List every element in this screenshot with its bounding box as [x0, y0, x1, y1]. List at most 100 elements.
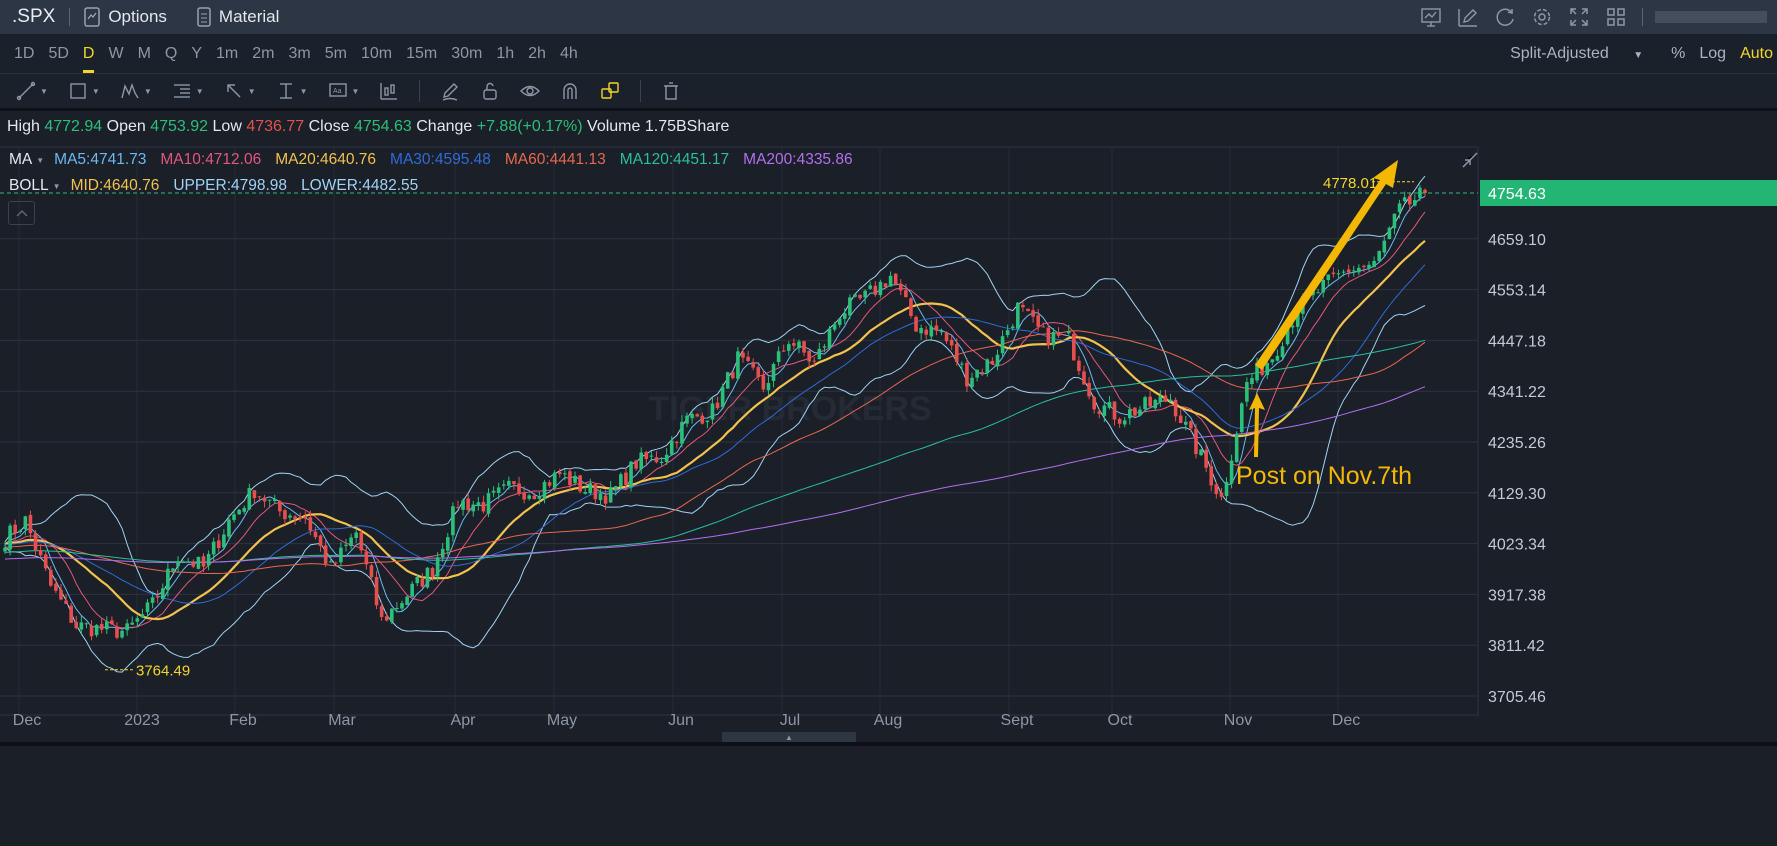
grid-layout-icon[interactable] [1597, 7, 1634, 27]
candle [1219, 487, 1224, 501]
candle [995, 349, 1000, 371]
timeframe-M[interactable]: M [137, 44, 151, 62]
indicator-value: LOWER:4482.55 [301, 177, 419, 194]
percent-toggle[interactable]: % [1671, 45, 1686, 62]
candle [1158, 390, 1163, 407]
chart-scrollbar[interactable]: ▲ [722, 732, 856, 743]
candle [28, 510, 33, 539]
timeframe-Y[interactable]: Y [191, 44, 203, 62]
caret-down-icon: ▼ [40, 86, 48, 96]
magnet-tool[interactable] [560, 81, 580, 101]
candle [435, 552, 440, 582]
trash-tool[interactable] [661, 81, 681, 101]
quote-value-low: 4736.77 [246, 118, 309, 135]
timeframe-2m[interactable]: 2m [252, 44, 275, 62]
edit-icon[interactable] [1449, 7, 1486, 27]
candle-type-tool[interactable] [379, 81, 399, 101]
indicator-name[interactable]: MA [9, 151, 33, 168]
caret-down-icon[interactable]: ▼ [36, 155, 45, 165]
settings-icon[interactable] [1523, 7, 1560, 27]
timeframe-5m[interactable]: 5m [324, 44, 347, 62]
timeframe-1h[interactable]: 1h [496, 44, 515, 62]
account-name-blurred[interactable] [1655, 11, 1767, 23]
candle [1194, 423, 1198, 459]
layers-icon [601, 82, 620, 99]
candle [196, 556, 201, 570]
candle [1117, 417, 1122, 428]
collapse-chart-icon[interactable] [1462, 152, 1478, 168]
candle [644, 450, 649, 466]
candle [837, 318, 842, 328]
chevron-up-icon [15, 209, 28, 217]
rectangle-tool[interactable]: ▼ [68, 81, 100, 101]
layers-tool[interactable] [600, 81, 620, 101]
presentation-chart-icon[interactable] [1412, 7, 1449, 27]
timeframe-D[interactable]: D [82, 44, 95, 73]
timeframe-30m[interactable]: 30m [451, 44, 483, 62]
text-note-tool[interactable]: Aa ▼ [328, 81, 359, 101]
candle [919, 324, 923, 340]
refresh-icon[interactable] [1486, 7, 1523, 27]
candle [334, 561, 338, 564]
timeframe-5D[interactable]: 5D [48, 44, 69, 62]
y-tick-label: 3917.38 [1488, 587, 1546, 604]
candle [54, 578, 58, 594]
candle [690, 410, 694, 424]
timeframe-15m[interactable]: 15m [406, 44, 438, 62]
candle [1021, 301, 1025, 312]
timeframe-10m[interactable]: 10m [360, 44, 393, 62]
divider [640, 80, 642, 102]
candle [1346, 264, 1351, 278]
split-adjusted-dropdown[interactable]: Split-Adjusted ▼ [1510, 45, 1657, 63]
pencil-tool[interactable] [440, 81, 460, 101]
boll-legend: BOLL ▼ MID:4640.76 UPPER:4798.98 LOWER:4482.… [9, 177, 432, 195]
candle [1382, 236, 1387, 258]
candle [710, 397, 715, 424]
price-chart[interactable]: 4659.10 4553.14 4447.18 4341.22 4235.26 4129.… [0, 145, 1777, 745]
candle [227, 514, 231, 541]
candle [445, 532, 450, 556]
indicator-value: MA5:4741.73 [54, 151, 147, 168]
candle [166, 562, 170, 597]
candle [547, 480, 552, 488]
trash-icon [664, 82, 679, 100]
tab-options[interactable]: Options [84, 7, 167, 27]
lock-tool[interactable] [480, 81, 500, 101]
candle [471, 500, 476, 517]
x-tick-label: Dec [1332, 712, 1360, 729]
timeframe-4h[interactable]: 4h [559, 44, 578, 62]
timeframe-1D[interactable]: 1D [14, 44, 35, 62]
timeframe-1m[interactable]: 1m [216, 44, 239, 62]
candle [1234, 431, 1239, 463]
last-price-label: 4754.63 [1488, 186, 1546, 203]
candle [603, 490, 608, 510]
fibonacci-tool[interactable]: ▼ [172, 81, 204, 101]
timeframe-2h[interactable]: 2h [528, 44, 546, 62]
y-tick-label: 3811.42 [1488, 638, 1545, 655]
candle [975, 369, 979, 382]
measure-tool[interactable]: ▼ [276, 81, 308, 101]
tab-material[interactable]: Material [197, 7, 279, 27]
caret-down-icon[interactable]: ▼ [52, 181, 61, 191]
candle [430, 566, 435, 581]
candle [848, 294, 852, 320]
trend-line-tool[interactable]: ▼ [16, 81, 48, 101]
indicator-name[interactable]: BOLL [9, 177, 49, 194]
eye-tool[interactable] [520, 81, 541, 101]
pattern-tool[interactable]: ▼ [120, 81, 152, 101]
fullscreen-icon[interactable] [1560, 7, 1597, 27]
auto-toggle[interactable]: Auto [1740, 45, 1773, 62]
candle [440, 543, 445, 562]
timeframe-W[interactable]: W [108, 44, 124, 62]
timeframe-Q[interactable]: Q [164, 44, 178, 62]
arrow-tool[interactable]: ▼ [224, 81, 256, 101]
candle [359, 529, 364, 554]
divider [1642, 8, 1643, 26]
candle-type-icon [380, 83, 398, 100]
candle [374, 570, 379, 610]
timeframe-3m[interactable]: 3m [288, 44, 311, 62]
log-toggle[interactable]: Log [1699, 45, 1727, 62]
eye-icon [520, 85, 541, 97]
collapse-legend-button[interactable] [8, 201, 35, 225]
candle [669, 436, 674, 456]
